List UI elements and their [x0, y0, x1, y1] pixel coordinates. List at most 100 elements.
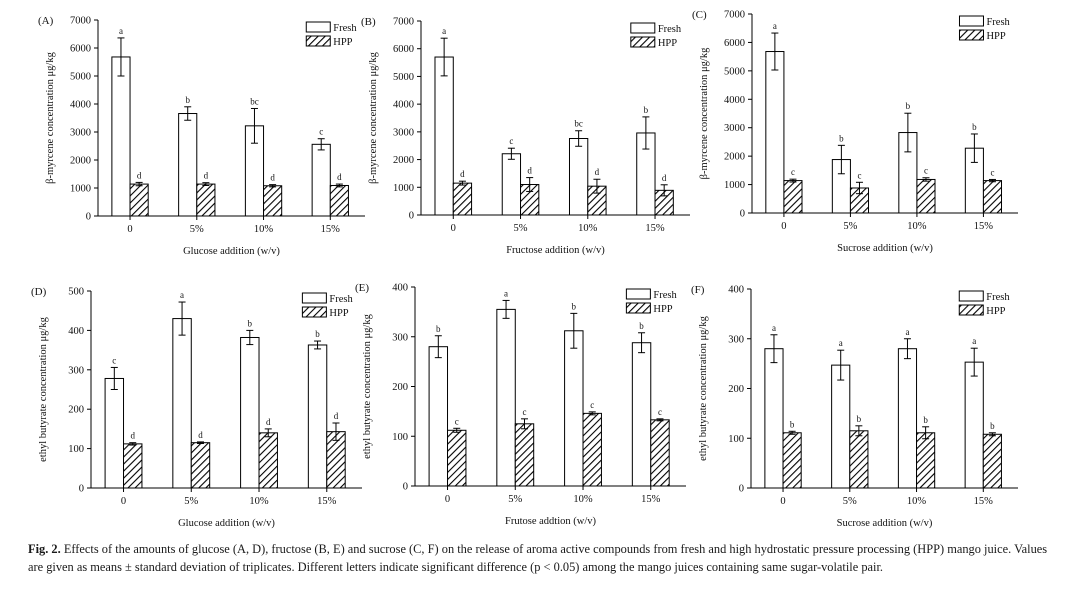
bar-hpp [514, 423, 535, 487]
bar-hpp [196, 183, 216, 217]
bar-hpp [782, 432, 802, 489]
bar-hpp [452, 182, 473, 216]
significance-letter: c [590, 400, 594, 410]
caption-label: Fig. 2. [28, 542, 61, 556]
y-axis-label: β-myrcene concentration μg/kg [45, 51, 56, 183]
bar-hpp [263, 185, 283, 217]
y-axis-label: ethyl butyrate concentration μg/kg [698, 315, 709, 460]
significance-letter: c [658, 407, 662, 417]
x-tick-label: 0 [445, 494, 450, 505]
y-tick-label: 3000 [70, 128, 91, 139]
bar-fresh [897, 348, 918, 489]
y-tick-label: 1000 [393, 183, 414, 194]
bar-fresh [496, 308, 516, 487]
x-tick-label: 15% [974, 221, 994, 232]
y-axis-label: β-myrcene concentration μg/kg [368, 51, 379, 183]
significance-letter: d [137, 170, 142, 180]
x-tick-label: 10% [907, 221, 927, 232]
significance-letter: b [185, 95, 190, 105]
y-tick-label: 400 [392, 283, 408, 294]
legend-label-fresh: Fresh [986, 17, 1010, 28]
y-tick-label: 0 [403, 482, 408, 493]
error-bar [117, 37, 125, 77]
bar-fresh [564, 330, 584, 487]
legend-label-hpp: HPP [333, 37, 352, 48]
y-tick-label: 200 [728, 384, 744, 395]
panel-label: (A) [38, 15, 54, 27]
error-bar [246, 329, 254, 346]
legend-label-fresh: Fresh [986, 292, 1010, 303]
x-tick-label: 0 [781, 221, 786, 232]
y-tick-label: 100 [68, 444, 84, 455]
error-bar [903, 338, 911, 360]
x-tick-label: 15% [645, 223, 665, 234]
error-bar [855, 181, 863, 195]
caption-text: Effects of the amounts of glucose (A, D)… [28, 542, 1048, 574]
bar-fresh [765, 51, 785, 214]
bar-hpp [650, 419, 670, 487]
legend-swatch-hpp [301, 306, 327, 318]
significance-letter: c [924, 166, 928, 176]
bar-fresh [631, 342, 652, 487]
panel-label: (F) [691, 284, 705, 296]
chart-panel-c: 0 1000 2000 3000 4000 5000 6000 7000 (C) β-myrcen… [692, 9, 1018, 254]
y-tick-label: 4000 [724, 95, 745, 106]
x-tick-label: 15% [321, 224, 341, 235]
y-tick-label: 300 [392, 332, 408, 343]
legend-swatch-fresh [958, 290, 984, 302]
bar-fresh [764, 348, 784, 489]
significance-letter: b [990, 421, 995, 431]
bar-hpp [916, 432, 936, 489]
significance-letter: a [839, 338, 843, 348]
error-bar [642, 116, 650, 150]
legend-swatch-fresh [958, 15, 984, 27]
error-bar [593, 178, 601, 194]
figure-caption: Fig. 2. Effects of the amounts of glucos… [28, 541, 1058, 576]
error-bar [922, 177, 930, 182]
bar-hpp [329, 184, 349, 217]
error-bar [502, 299, 510, 319]
x-tick-label: 0 [121, 496, 126, 507]
significance-letter: bc [250, 96, 259, 106]
legend-swatch-hpp [305, 35, 331, 47]
significance-letter: a [504, 288, 508, 298]
y-tick-label: 6000 [70, 44, 91, 55]
legend-swatch-fresh [630, 22, 656, 34]
x-axis-label: Fructose addition (w/v) [506, 245, 605, 256]
x-tick-label: 5% [843, 496, 857, 507]
bar-fresh [111, 56, 131, 217]
legend-label-fresh: Fresh [329, 294, 353, 305]
error-bar [269, 184, 277, 188]
legend-label-hpp: HPP [653, 304, 672, 315]
significance-letter: b [639, 321, 644, 331]
significance-letter: b [906, 101, 911, 111]
x-tick-label: 10% [573, 494, 593, 505]
legend-swatch-fresh [625, 288, 651, 300]
y-tick-label: 500 [68, 287, 84, 298]
y-tick-label: 6000 [724, 38, 745, 49]
y-tick-label: 300 [68, 365, 84, 376]
error-bar [129, 442, 137, 446]
error-bar [453, 427, 461, 433]
bar-hpp [783, 180, 803, 214]
bar-fresh [172, 318, 192, 489]
bar-fresh [240, 336, 260, 489]
error-bar [570, 312, 578, 349]
bar-fresh [104, 377, 125, 489]
significance-letter: b [315, 329, 320, 339]
legend-label-hpp: HPP [986, 306, 1005, 317]
error-bar [264, 428, 272, 438]
x-tick-label: 10% [249, 496, 269, 507]
y-tick-label: 5000 [393, 72, 414, 83]
significance-letter: c [509, 136, 513, 146]
y-tick-label: 0 [409, 211, 414, 222]
y-tick-label: 7000 [70, 16, 91, 27]
bar-fresh [434, 56, 454, 216]
significance-letter: d [266, 417, 271, 427]
significance-letter: c [455, 416, 459, 426]
x-tick-label: 0 [451, 223, 456, 234]
significance-letter: d [270, 173, 275, 183]
error-bar [922, 426, 930, 440]
error-bar [660, 184, 668, 197]
error-bar [135, 181, 143, 187]
